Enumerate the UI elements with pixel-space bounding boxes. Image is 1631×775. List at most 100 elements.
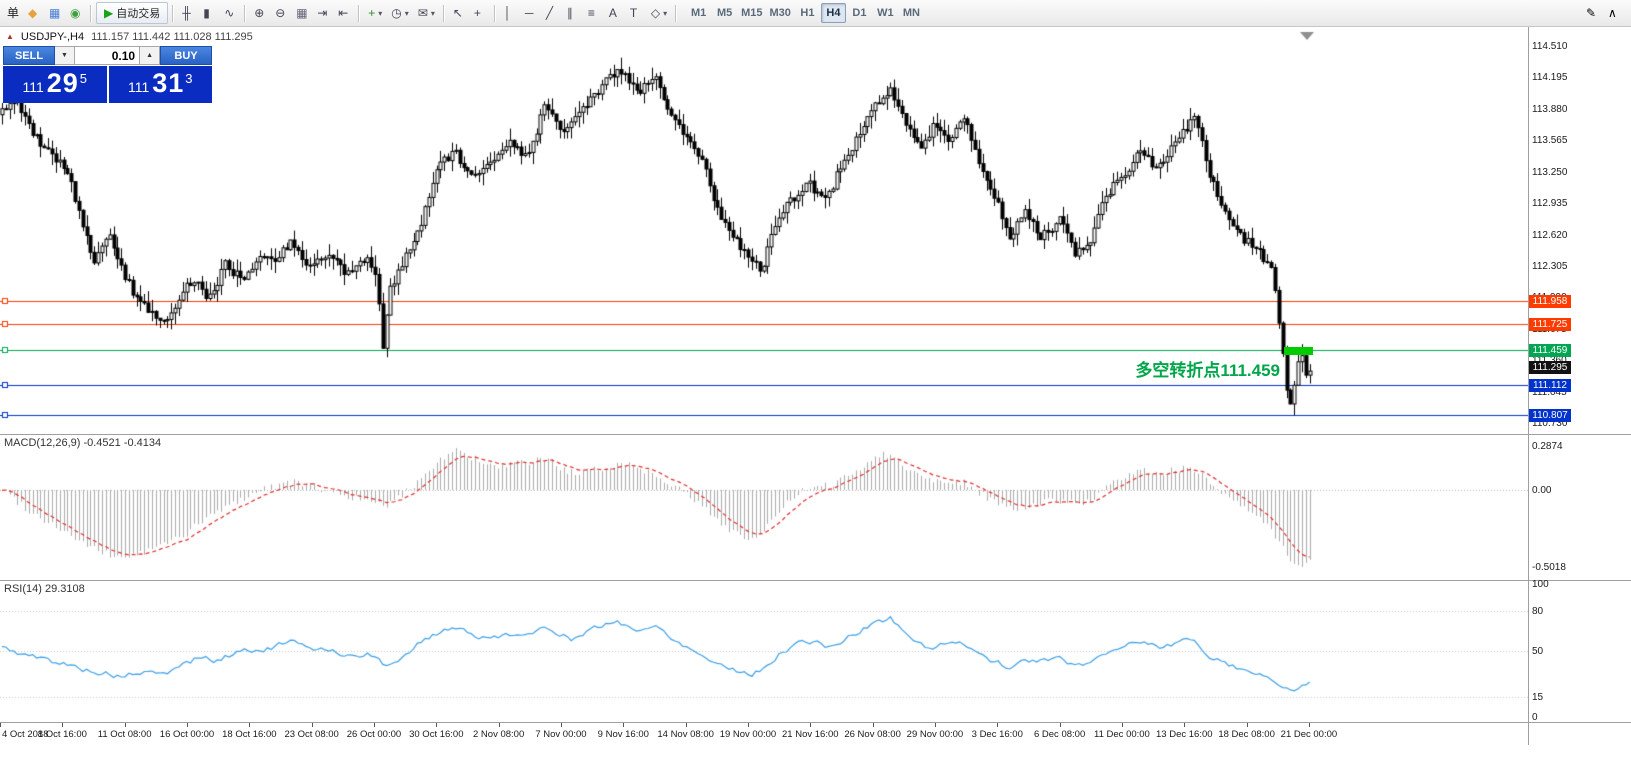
rsi-axis-label: 80 xyxy=(1532,605,1544,617)
timeframe-m30[interactable]: M30 xyxy=(767,3,794,23)
vertical-line-button[interactable]: │ xyxy=(500,2,520,24)
macd-panel-canvas[interactable] xyxy=(0,435,1528,580)
time-axis-tick xyxy=(125,723,126,727)
time-axis-tick xyxy=(312,723,313,727)
panel-splitter[interactable] xyxy=(0,580,1631,581)
volume-decrease-button[interactable]: ▼ xyxy=(55,46,75,65)
market-watch-button[interactable]: ▦ xyxy=(45,2,65,24)
text-button[interactable]: A xyxy=(605,2,625,24)
timeframe-h1[interactable]: H1 xyxy=(795,3,820,23)
bid-big-digits: 29 xyxy=(46,68,79,98)
chevron-down-icon: ▾ xyxy=(404,8,409,18)
periods-icon: ◷ xyxy=(391,6,402,20)
crosshair-button[interactable]: + xyxy=(470,2,490,24)
price-axis-label: 114.510 xyxy=(1532,41,1568,52)
timeframe-m5[interactable]: M5 xyxy=(712,3,737,23)
sell-button[interactable]: SELL xyxy=(3,46,55,65)
edit-icon: ✎ xyxy=(1586,6,1597,20)
rsi-panel-canvas[interactable] xyxy=(0,581,1528,722)
time-axis-tick xyxy=(1184,723,1185,727)
time-axis-label: 26 Oct 00:00 xyxy=(346,729,402,740)
price-axis-label: 112.935 xyxy=(1532,198,1568,210)
zoom-in-button[interactable]: ⊕ xyxy=(250,2,270,24)
trendline-icon: ╱ xyxy=(545,6,554,20)
price-axis-label: 111.045 xyxy=(1532,386,1567,398)
bar-chart-button[interactable]: ╫ xyxy=(178,2,198,24)
price-axis-label: 114.195 xyxy=(1532,72,1568,84)
price-axis[interactable]: 114.510 114.195 113.880 113.565 113.250 112.9… xyxy=(1529,27,1629,745)
periods-button[interactable]: ◷ ▾ xyxy=(387,2,413,24)
templates-icon: ✉ xyxy=(417,6,428,20)
equidistant-channel-button[interactable]: ∥ xyxy=(563,2,583,24)
ask-pip-digit: 3 xyxy=(185,71,193,86)
timeframe-mn[interactable]: MN xyxy=(899,3,924,23)
auto-scroll-button[interactable]: ⇥ xyxy=(313,2,333,24)
navigator-button[interactable]: ◉ xyxy=(66,2,86,24)
timeframe-h4[interactable]: H4 xyxy=(820,3,846,23)
equidistant-channel-icon: ∥ xyxy=(566,6,573,20)
autotrading-button[interactable]: ▶ 自动交易 xyxy=(96,2,169,24)
rsi-label: RSI(14) 29.3108 xyxy=(4,583,85,595)
new-order-button[interactable]: 单 xyxy=(3,2,23,24)
volume-input[interactable] xyxy=(74,46,141,65)
fibonacci-button[interactable]: ≡ xyxy=(584,2,604,24)
bid-prefix: 111 xyxy=(22,79,44,95)
time-axis-tick xyxy=(810,723,811,727)
tile-windows-button[interactable]: ▦ xyxy=(292,2,312,24)
time-axis-label: 11 Oct 08:00 xyxy=(97,729,152,740)
line-chart-button[interactable]: ∿ xyxy=(220,2,240,24)
chevron-down-icon: ▾ xyxy=(378,8,383,18)
text-label-button[interactable]: T xyxy=(626,2,646,24)
new-order-icon: 单 xyxy=(7,6,20,20)
green-highlight-marker[interactable] xyxy=(1284,347,1313,355)
trade-controls-row: SELL ▼ ▲ BUY xyxy=(3,46,212,65)
edit-button[interactable]: ✎ xyxy=(1582,2,1602,24)
candlestick-chart-icon: ▮ xyxy=(203,6,210,20)
time-axis-tick xyxy=(1309,723,1310,727)
horizontal-line-button[interactable]: ─ xyxy=(521,2,541,24)
panel-splitter[interactable] xyxy=(0,434,1631,435)
time-axis-tick xyxy=(623,723,624,727)
trendline-button[interactable]: ╱ xyxy=(542,2,562,24)
chevron-down-icon: ▾ xyxy=(430,8,435,18)
macd-axis-label: 0.2874 xyxy=(1532,441,1563,453)
bar-chart-icon: ╫ xyxy=(182,6,191,20)
time-axis-label: 16 Oct 00:00 xyxy=(159,729,215,740)
macd-label: MACD(12,26,9) -0.4521 -0.4134 xyxy=(4,437,162,449)
zoom-out-button[interactable]: ⊖ xyxy=(271,2,291,24)
toolbar-separator xyxy=(358,4,361,22)
timeframe-m1[interactable]: M1 xyxy=(686,3,711,23)
time-axis-tick xyxy=(1060,723,1061,727)
candlestick-chart-button[interactable]: ▮ xyxy=(199,2,219,24)
macd-axis-label: 0.00 xyxy=(1532,485,1552,496)
bid-pip-digit: 5 xyxy=(79,71,88,86)
timeframe-w1[interactable]: W1 xyxy=(873,3,898,23)
arrows-button[interactable]: ◇ ▾ xyxy=(647,2,671,24)
cursor-button[interactable]: ↖ xyxy=(449,2,469,24)
price-tag: 111.459 xyxy=(1529,344,1571,358)
templates-button[interactable]: ✉ ▾ xyxy=(414,2,439,24)
bid-price-box[interactable]: 111 295 xyxy=(3,66,107,103)
indicators-button[interactable]: + ▾ xyxy=(364,2,386,24)
toolbar-separator xyxy=(442,4,445,22)
main-chart-canvas[interactable] xyxy=(0,27,1528,434)
ask-price-box[interactable]: 111 313 xyxy=(108,66,212,103)
time-axis-tick xyxy=(873,723,874,727)
chart-shift-button[interactable]: ⇤ xyxy=(334,2,354,24)
volume-increase-button[interactable]: ▲ xyxy=(140,46,160,65)
time-axis[interactable]: 4 Oct 2018 8 Oct 16:00 11 Oct 08:00 16 Oct … xyxy=(0,723,1529,745)
collapse-toolbar-button[interactable]: ∧ xyxy=(1604,2,1624,24)
timeframe-m15[interactable]: M15 xyxy=(738,3,765,23)
pivot-annotation[interactable]: 多空转折点111.459 xyxy=(1135,361,1280,380)
crosshair-icon: + xyxy=(473,6,481,20)
toolbar-buttons: 单 ◆ ▦ ◉ ▶ 自动交易 ╫ ▮ ∿ ⊕ ⊖ ▦ ⇥ ⇤ + ▾ ◷ ▾ ✉ ▾ ↖ + │ ─ ╱ ∥ ≡ A T ◇ ▾ xyxy=(3,2,680,24)
timeframe-d1[interactable]: D1 xyxy=(847,3,872,23)
buy-button[interactable]: BUY xyxy=(160,46,212,65)
charts-button[interactable]: ◆ xyxy=(24,2,44,24)
time-axis-tick xyxy=(499,723,500,727)
time-axis-label: 21 Nov 16:00 xyxy=(782,729,839,740)
time-axis-tick xyxy=(374,723,375,727)
time-axis-label: 6 Dec 08:00 xyxy=(1033,729,1086,740)
price-tag: 110.807 xyxy=(1529,409,1571,423)
panel-splitter[interactable] xyxy=(0,722,1631,723)
